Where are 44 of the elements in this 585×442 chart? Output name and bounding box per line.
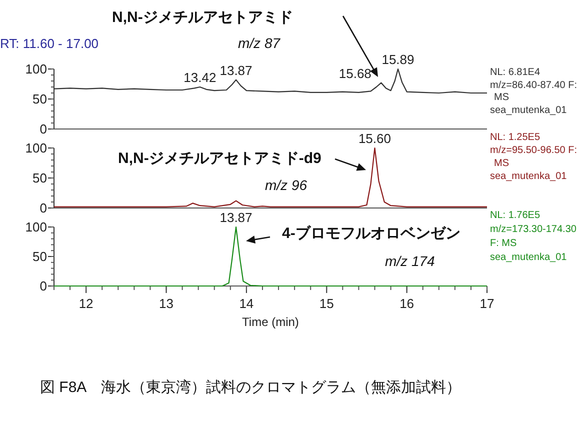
annotation: m/z 96	[265, 177, 308, 193]
y-tick-label: 0	[40, 278, 47, 294]
text: RT: 11.60 - 17.00	[0, 36, 99, 51]
text: sea_mutenka_01	[490, 171, 568, 182]
y-tick-label: 0	[40, 200, 47, 216]
y-tick-label: 50	[32, 170, 47, 186]
text: m/z=95.50-96.50 F:	[490, 145, 577, 156]
x-tick-label: 16	[400, 296, 414, 311]
text: MS	[494, 92, 510, 103]
annotation: 15.89	[382, 52, 414, 67]
annotation: 4-ブロモフルオロベンゼン	[282, 225, 460, 242]
y-tick-label: 50	[32, 92, 47, 106]
annotation: 13.42	[184, 70, 216, 85]
text: NL: 6.81E4	[490, 67, 540, 78]
text: m/z=86.40-87.40 F:	[490, 80, 577, 91]
annotation: m/z 174	[385, 253, 436, 269]
x-axis-title: Time (min)	[242, 315, 299, 329]
text: m/z=173.30-174.30	[490, 224, 577, 235]
annotation: 13.87	[220, 210, 252, 225]
annotation: 15.60	[358, 131, 392, 146]
text: sea_mutenka_01	[490, 252, 568, 263]
line-series	[53, 226, 488, 287]
y-tick-label: 100	[25, 62, 47, 76]
text: NL: 1.76E5	[490, 210, 540, 221]
text: NL: 1.25E5	[490, 132, 540, 143]
annotation: N,N-ジメチルアセトアミド-d9	[118, 150, 322, 167]
text: sea_mutenka_01	[490, 105, 568, 116]
x-tick-label: 15	[319, 296, 334, 311]
y-tick-label: 0	[40, 122, 47, 136]
y-tick-label: 50	[32, 249, 47, 264]
y-tick-label: 100	[25, 220, 47, 234]
line-series	[53, 147, 488, 208]
text: MS	[494, 158, 510, 169]
x-tick-label: 12	[78, 296, 94, 311]
annotation: 13.87	[220, 62, 252, 78]
text: m/z 87	[238, 35, 282, 51]
x-tick-label: 17	[480, 296, 494, 311]
x-tick-label: 13	[159, 296, 174, 311]
text: F: MS	[490, 238, 517, 249]
y-tick-label: 100	[25, 140, 47, 156]
annotation: 15.68	[338, 66, 372, 81]
x-tick-label: 14	[239, 296, 254, 311]
text: N,N-ジメチルアセトアミド	[112, 9, 293, 26]
caption: 図 F8A 海水（東京湾）試料のクロマトグラム（無添加試料）	[40, 379, 461, 396]
